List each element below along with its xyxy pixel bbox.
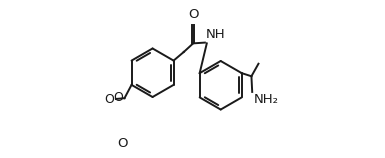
Text: NH: NH — [206, 28, 226, 41]
Text: O: O — [118, 137, 128, 150]
Text: O: O — [113, 91, 123, 104]
Text: O: O — [188, 8, 198, 21]
Text: O: O — [104, 93, 114, 106]
Text: NH₂: NH₂ — [253, 94, 278, 106]
